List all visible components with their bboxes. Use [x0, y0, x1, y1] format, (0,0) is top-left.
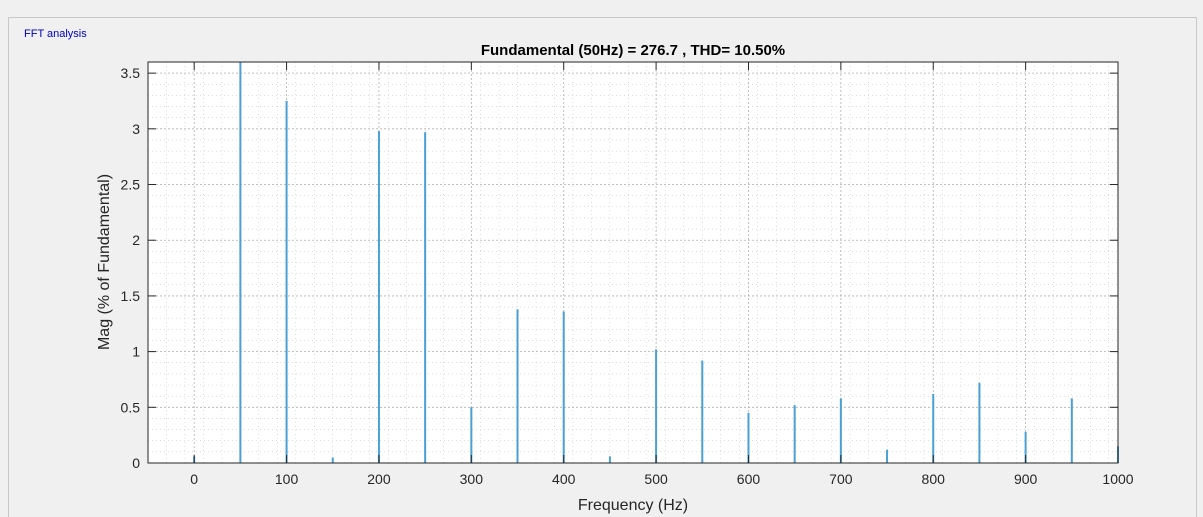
harmonic-bar	[886, 449, 889, 463]
harmonic-bar	[516, 309, 519, 463]
harmonic-bar	[331, 457, 334, 463]
grid	[147, 61, 1119, 464]
chart-title: Fundamental (50Hz) = 276.7 , THD= 10.50%	[481, 42, 785, 59]
x-tick-label: 600	[737, 471, 761, 487]
harmonic-bar	[701, 360, 704, 463]
spectrum-bars	[193, 62, 1119, 464]
harmonic-bar	[655, 349, 658, 463]
x-tick-label: 500	[644, 471, 668, 487]
harmonic-bar	[932, 393, 935, 463]
harmonic-bar	[608, 456, 611, 463]
harmonic-bar	[839, 398, 842, 463]
harmonic-bar	[978, 382, 981, 463]
x-tick-label: 900	[1014, 471, 1038, 487]
y-tick-label: 2.5	[121, 177, 141, 193]
x-tick-label: 400	[552, 471, 576, 487]
harmonic-bar	[1070, 398, 1073, 463]
y-tick-label: 3.5	[121, 65, 141, 81]
harmonic-bar	[793, 405, 796, 463]
y-tick-label: 3	[132, 121, 140, 137]
x-tick-label: 800	[922, 471, 946, 487]
harmonic-bar	[1024, 431, 1027, 463]
y-tick-label: 0.5	[121, 399, 141, 415]
y-axis: 0 0.5 1 1.5 2 2.5 3 3.5	[121, 65, 1118, 471]
x-tick-label: 100	[275, 471, 299, 487]
harmonic-bar	[239, 62, 242, 463]
y-tick-label: 1.5	[121, 288, 141, 304]
x-axis-label: Frequency (Hz)	[578, 497, 688, 514]
y-axis-label: Mag (% of Fundamental)	[96, 174, 113, 350]
x-tick-label: 700	[829, 471, 853, 487]
x-tick-label: 300	[460, 471, 484, 487]
harmonic-bar	[747, 412, 750, 463]
plot-frame	[147, 61, 1119, 464]
panel-title: FFT analysis	[21, 28, 90, 40]
x-tick-label: 0	[190, 471, 198, 487]
harmonic-bar	[377, 131, 380, 464]
x-tick-label: 200	[367, 471, 391, 487]
y-tick-label: 2	[132, 232, 140, 248]
x-tick-label: 1000	[1102, 471, 1133, 487]
y-tick-label: 1	[132, 344, 140, 360]
x-axis: 0 100 200 300 400 500 600 700 800 900 1000	[190, 62, 1134, 487]
harmonic-bar	[470, 407, 473, 463]
harmonic-bar	[562, 311, 565, 463]
y-tick-label: 0	[132, 455, 140, 471]
harmonic-bar	[285, 100, 288, 463]
harmonic-bar	[424, 132, 427, 464]
